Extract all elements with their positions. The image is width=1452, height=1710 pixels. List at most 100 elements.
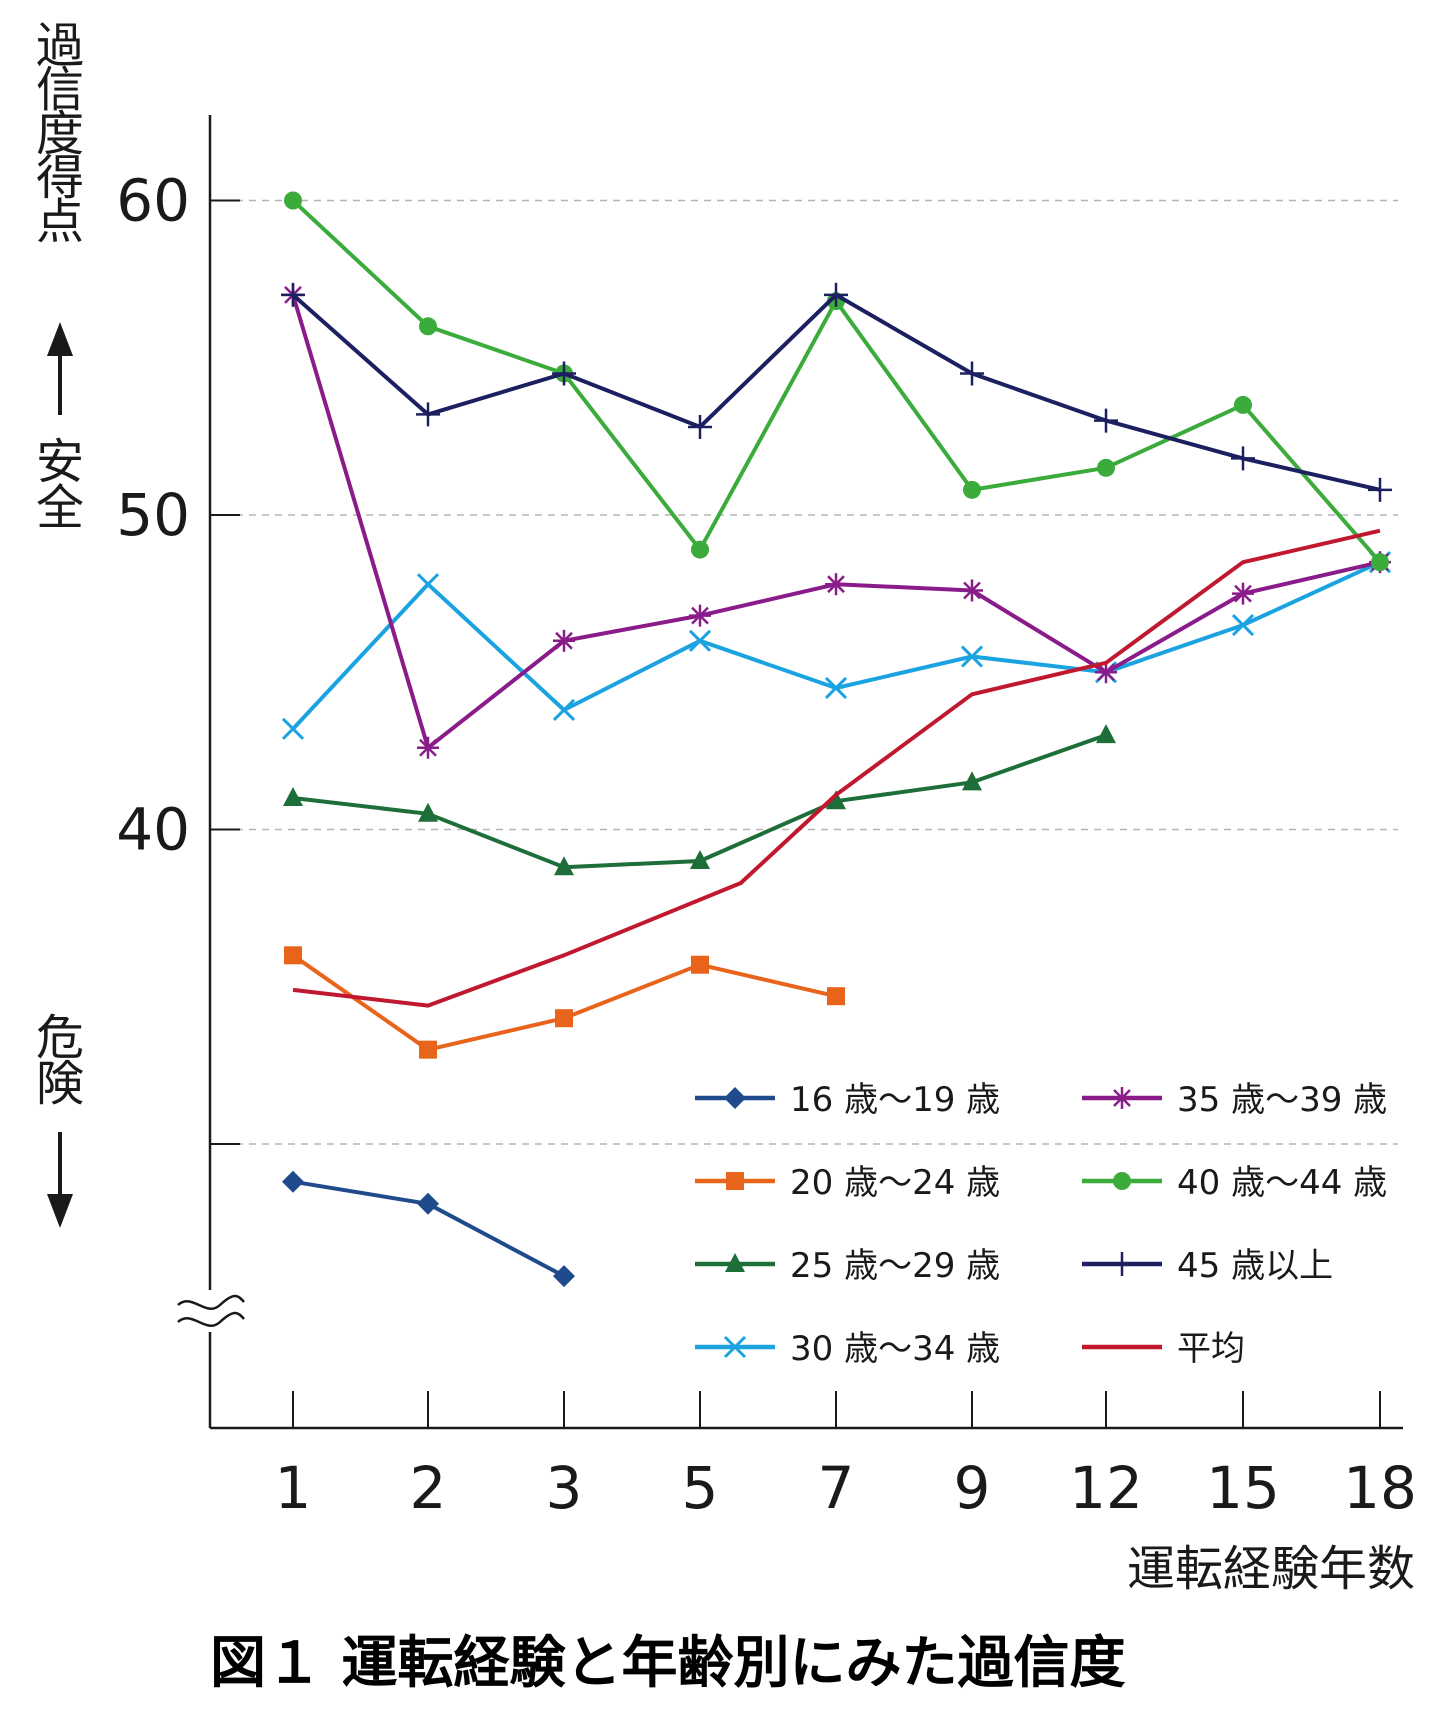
legend-label: 45 歳以上 — [1177, 1246, 1333, 1286]
data-point — [419, 317, 437, 336]
data-point-stroke — [419, 738, 437, 757]
x-tick-label: 15 — [1206, 1454, 1280, 1522]
data-point-stroke — [827, 575, 845, 594]
data-point-stroke — [1113, 1089, 1131, 1107]
data-point — [1371, 553, 1389, 572]
y-tick-label: 60 — [116, 167, 190, 235]
data-point — [688, 414, 712, 439]
x-tick-label: 2 — [410, 1454, 447, 1522]
data-point — [963, 480, 981, 499]
data-point-stroke — [555, 631, 573, 650]
data-point — [552, 361, 576, 386]
axis-break-wave — [177, 1311, 245, 1327]
y-tick-label: 40 — [116, 796, 190, 864]
data-point-stroke — [960, 645, 984, 668]
x-tick-label: 7 — [818, 1454, 855, 1522]
x-axis-title: 運転経験年数 — [1127, 1541, 1415, 1597]
data-point — [690, 849, 710, 869]
data-point — [552, 698, 576, 722]
data-point-stroke — [1234, 584, 1252, 603]
legend-item: 40 歳〜44 歳 — [1082, 1163, 1387, 1203]
data-point — [1234, 395, 1252, 414]
safe-label-char: 安 — [36, 434, 84, 490]
x-tick-label: 9 — [954, 1454, 991, 1522]
danger-label-char: 危 — [36, 1010, 84, 1066]
x-tick-label: 5 — [682, 1454, 719, 1522]
data-point — [417, 736, 439, 759]
x-tick-label: 1 — [275, 1454, 312, 1522]
legend-item: 30 歳〜34 歳 — [695, 1329, 1000, 1369]
y-axis-label-char: 信 — [36, 62, 84, 118]
data-point-stroke — [1097, 663, 1115, 682]
axes — [170, 115, 1403, 1430]
data-point — [416, 573, 440, 596]
safe-label-char: 全 — [36, 480, 84, 536]
data-point — [418, 802, 438, 822]
x-tick-label: 3 — [546, 1454, 583, 1522]
legend-item: 20 歳〜24 歳 — [695, 1163, 1000, 1203]
data-point — [282, 1170, 304, 1193]
data-point — [553, 629, 575, 652]
legend-item: 35 歳〜39 歳 — [1082, 1080, 1387, 1120]
data-point — [691, 540, 709, 559]
danger-label-char: 険 — [36, 1056, 84, 1112]
data-point-stroke — [824, 676, 848, 700]
series-line — [292, 733, 1107, 870]
legend-label: 35 歳〜39 歳 — [1177, 1080, 1387, 1120]
data-point — [1231, 614, 1255, 637]
data-point-stroke — [691, 606, 709, 625]
data-point — [723, 1335, 747, 1359]
data-point — [284, 191, 302, 210]
down-arrow-head — [47, 1194, 73, 1228]
data-point — [824, 282, 848, 307]
data-point — [553, 1265, 575, 1288]
up-arrow-head — [47, 322, 73, 356]
data-point — [960, 361, 984, 386]
y-axis-label-char: 過 — [36, 18, 84, 74]
data-point — [961, 579, 983, 602]
legend-label: 16 歳〜19 歳 — [790, 1080, 1000, 1120]
data-point — [827, 987, 845, 1006]
data-point — [281, 282, 305, 307]
series-line — [291, 953, 837, 1052]
legend-label: 25 歳〜29 歳 — [790, 1246, 1000, 1286]
data-point — [1095, 661, 1117, 684]
legend: 16 歳〜19 歳 20 歳〜24 歳 25 歳〜29 歳 30 歳〜34 歳 35 歳… — [695, 1080, 1387, 1369]
data-point — [724, 1087, 746, 1109]
data-point — [1111, 1087, 1133, 1109]
data-point — [826, 790, 846, 810]
legend-label: 平均 — [1177, 1329, 1245, 1369]
data-point — [1231, 446, 1255, 471]
x-tick-label: 18 — [1343, 1454, 1417, 1522]
series-line — [291, 292, 1381, 492]
legend-item: 平均 — [1082, 1329, 1245, 1369]
data-point — [1096, 724, 1116, 744]
data-point — [1368, 477, 1392, 502]
legend-label: 30 歳〜34 歳 — [790, 1329, 1000, 1369]
chart-title: 図１ 運転経験と年齢別にみた過信度 — [210, 1631, 1126, 1696]
data-point — [726, 1172, 744, 1190]
y-axis-label-char: 得 — [36, 150, 84, 206]
data-point-stroke — [416, 573, 440, 596]
y-axis-label-char: 点 — [36, 194, 84, 250]
series-line — [292, 528, 1381, 1008]
data-point — [824, 676, 848, 700]
data-point — [962, 771, 982, 791]
data-point — [284, 946, 302, 965]
data-point-stroke — [688, 629, 712, 652]
series-0 — [282, 1170, 575, 1288]
data-point-stroke — [281, 717, 305, 740]
series-line — [291, 199, 1382, 564]
axis-break-wave — [177, 1294, 245, 1310]
legend-item: 45 歳以上 — [1082, 1246, 1333, 1286]
data-point — [1094, 408, 1118, 433]
data-point — [689, 604, 711, 627]
data-point — [417, 1192, 439, 1215]
series-2 — [283, 724, 1116, 876]
x-axis-labels: 1 2 3 5 7 9 12 15 18 — [275, 1454, 1417, 1522]
data-point-stroke — [552, 698, 576, 722]
data-point — [1113, 1172, 1131, 1190]
x-tick-label: 12 — [1069, 1454, 1143, 1522]
